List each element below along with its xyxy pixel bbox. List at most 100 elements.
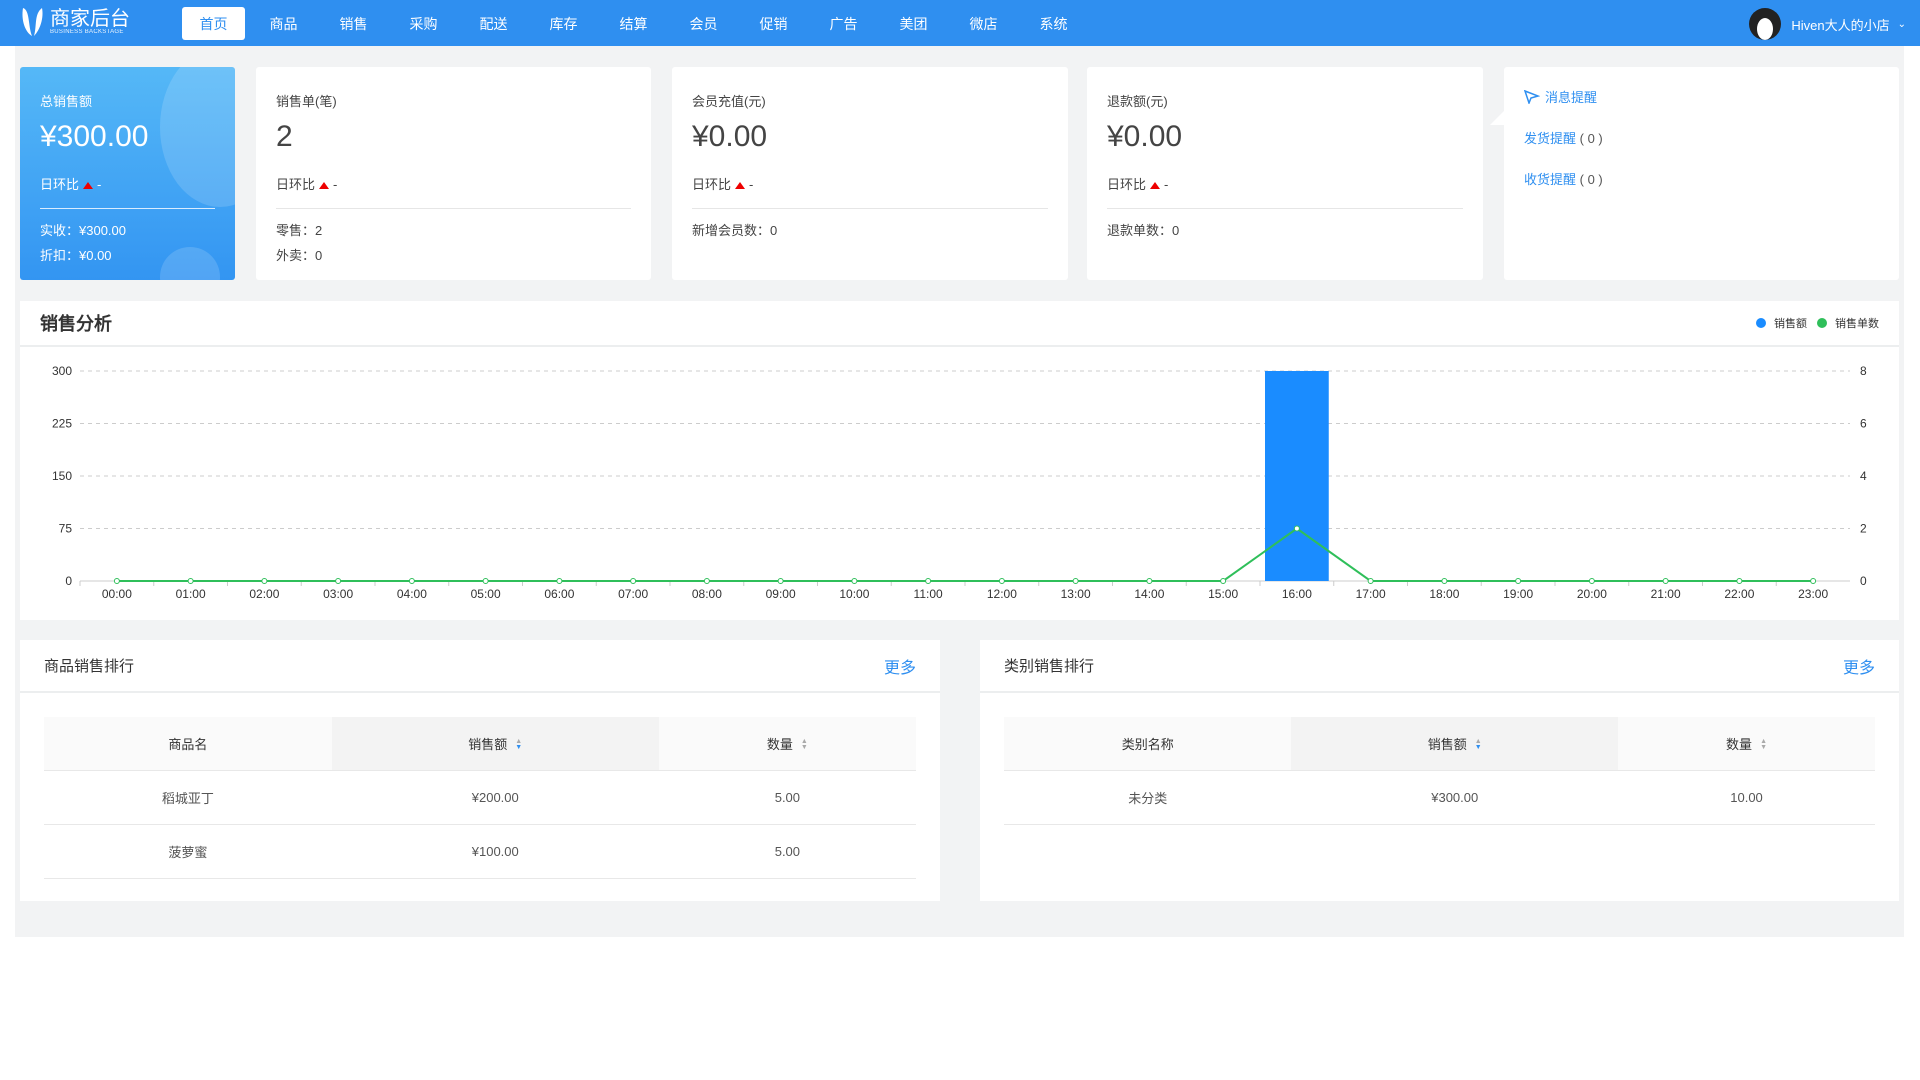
orders-point-01:00[interactable] [187,578,194,584]
receive-reminder-link[interactable]: 收货提醒 [1524,172,1577,187]
orders-point-11:00[interactable] [925,578,932,584]
logo-subtitle: BUSINESS BACKSTAGE [50,29,124,35]
x-tick: 16:00 [1282,587,1312,601]
orders-point-04:00[interactable] [408,578,415,584]
orders-point-05:00[interactable] [482,578,489,584]
nav-item[interactable]: 结算 [619,15,648,32]
sort-icon[interactable]: ▲ ▼ [1760,738,1767,752]
orders-point-17:00[interactable] [1367,578,1374,584]
nav-item[interactable]: 商品 [269,15,298,32]
orders-point-06:00[interactable] [556,578,563,584]
compare-value: - [1164,177,1169,192]
nav-item[interactable]: 库存 [549,15,578,32]
product-rank-more-link[interactable]: 更多 [883,659,916,677]
x-tick: 19:00 [1503,587,1533,601]
user-name: Hiven大人的小店 [1791,17,1890,33]
nav-item[interactable]: 采购 [409,15,438,32]
orders-point-09:00[interactable] [777,578,784,584]
y-left-tick: 0 [65,574,72,588]
x-tick: 20:00 [1577,587,1607,601]
orders-point-12:00[interactable] [998,578,1005,584]
message-item[interactable]: 发货提醒 ( 0 ) [1524,128,1879,147]
orders-point-00:00[interactable] [113,578,120,584]
orders-point-08:00[interactable] [703,578,710,584]
x-tick: 21:00 [1651,587,1681,601]
x-tick: 07:00 [618,587,648,601]
divider [692,208,1048,209]
category-rank-title: 类别销售排行 [1004,658,1095,675]
stat-label: 退款额(元) [1107,94,1168,109]
up-arrow-icon [319,182,330,189]
nav-item[interactable]: 会员 [689,15,718,32]
x-tick: 18:00 [1429,587,1459,601]
x-tick: 09:00 [766,587,796,601]
divider [276,208,631,209]
logo[interactable]: 商家后台 BUSINESS BACKSTAGE [20,6,130,38]
orders-point-23:00[interactable] [1810,578,1817,584]
nav-item[interactable]: 微店 [969,15,998,32]
orders-point-10:00[interactable] [851,578,858,584]
nav-item[interactable]: 配送 [479,15,508,32]
stat-card: 退款额(元) ¥0.00 日环比 - 退款单数：0 [1087,67,1483,280]
table-row: 未分类 ¥300.00 10.00 [1004,770,1875,825]
up-arrow-icon [83,182,94,189]
category-rank-more-link[interactable]: 更多 [1842,659,1875,677]
orders-point-19:00[interactable] [1515,578,1522,584]
compare-label: 日环比 [1107,177,1147,192]
table-cell: 稻城亚丁 [44,770,332,825]
x-tick: 17:00 [1356,587,1386,601]
orders-point-21:00[interactable] [1662,578,1669,584]
orders-point-16:00[interactable] [1293,525,1300,532]
legend-sales[interactable]: 销售额 [1774,318,1807,330]
orders-point-18:00[interactable] [1441,578,1448,584]
y-left-tick: 225 [52,417,72,431]
up-arrow-icon [1150,182,1161,189]
x-tick: 11:00 [914,587,943,601]
legend-orders[interactable]: 销售单数 [1835,318,1879,330]
column-header[interactable]: 数量 ▲ ▼ [1618,717,1875,771]
legend-dot-sales [1756,318,1766,328]
stat-value: ¥300.00 [40,120,149,153]
message-title: 消息提醒 [1545,90,1598,105]
up-arrow-icon [735,182,746,189]
logo-title: 商家后台 [50,8,130,30]
stat-label: 会员充值(元) [692,94,766,109]
message-item[interactable]: 收货提醒 ( 0 ) [1524,169,1879,188]
sort-icon[interactable]: ▲ ▼ [800,738,808,752]
table-cell: 10.00 [1618,770,1875,825]
y-right-tick: 8 [1860,364,1867,378]
orders-point-02:00[interactable] [261,578,268,584]
nav-item[interactable]: 广告 [829,15,858,32]
table-cell: 菠萝蜜 [44,824,332,879]
sort-icon[interactable]: ▲ ▼ [515,738,523,752]
orders-point-13:00[interactable] [1072,578,1079,584]
nav-item[interactable]: 系统 [1039,15,1068,32]
ship-reminder-count: ( 0 ) [1579,131,1603,146]
orders-point-03:00[interactable] [335,578,342,584]
orders-line [116,527,1814,582]
orders-point-20:00[interactable] [1588,578,1595,584]
table-cell: 5.00 [658,824,916,879]
x-tick: 10:00 [839,587,869,601]
orders-point-22:00[interactable] [1736,578,1743,584]
user-menu[interactable]: Hiven大人的小店 ⌄ [1749,8,1906,40]
orders-point-15:00[interactable] [1220,578,1227,584]
sort-icon[interactable]: ▲ ▼ [1474,738,1482,752]
table-cell: ¥200.00 [331,770,659,825]
orders-point-14:00[interactable] [1146,578,1153,584]
orders-point-07:00[interactable] [630,578,637,584]
nav-item[interactable]: 首页 [182,7,245,40]
nav-item[interactable]: 促销 [759,15,788,32]
product-rank-title: 商品销售排行 [44,658,135,675]
ship-reminder-link[interactable]: 发货提醒 [1524,131,1577,146]
column-header[interactable]: 销售额 ▲ ▼ [1291,717,1619,771]
stat-value: 2 [276,120,293,153]
y-right-tick: 2 [1860,522,1867,536]
nav-item[interactable]: 销售 [339,15,368,32]
divider [1107,208,1463,209]
column-header[interactable]: 销售额 ▲ ▼ [331,717,659,771]
nav-item[interactable]: 美团 [899,15,928,32]
avatar [1749,8,1782,40]
bar-16:00[interactable] [1265,371,1329,581]
column-header[interactable]: 数量 ▲ ▼ [658,717,916,771]
